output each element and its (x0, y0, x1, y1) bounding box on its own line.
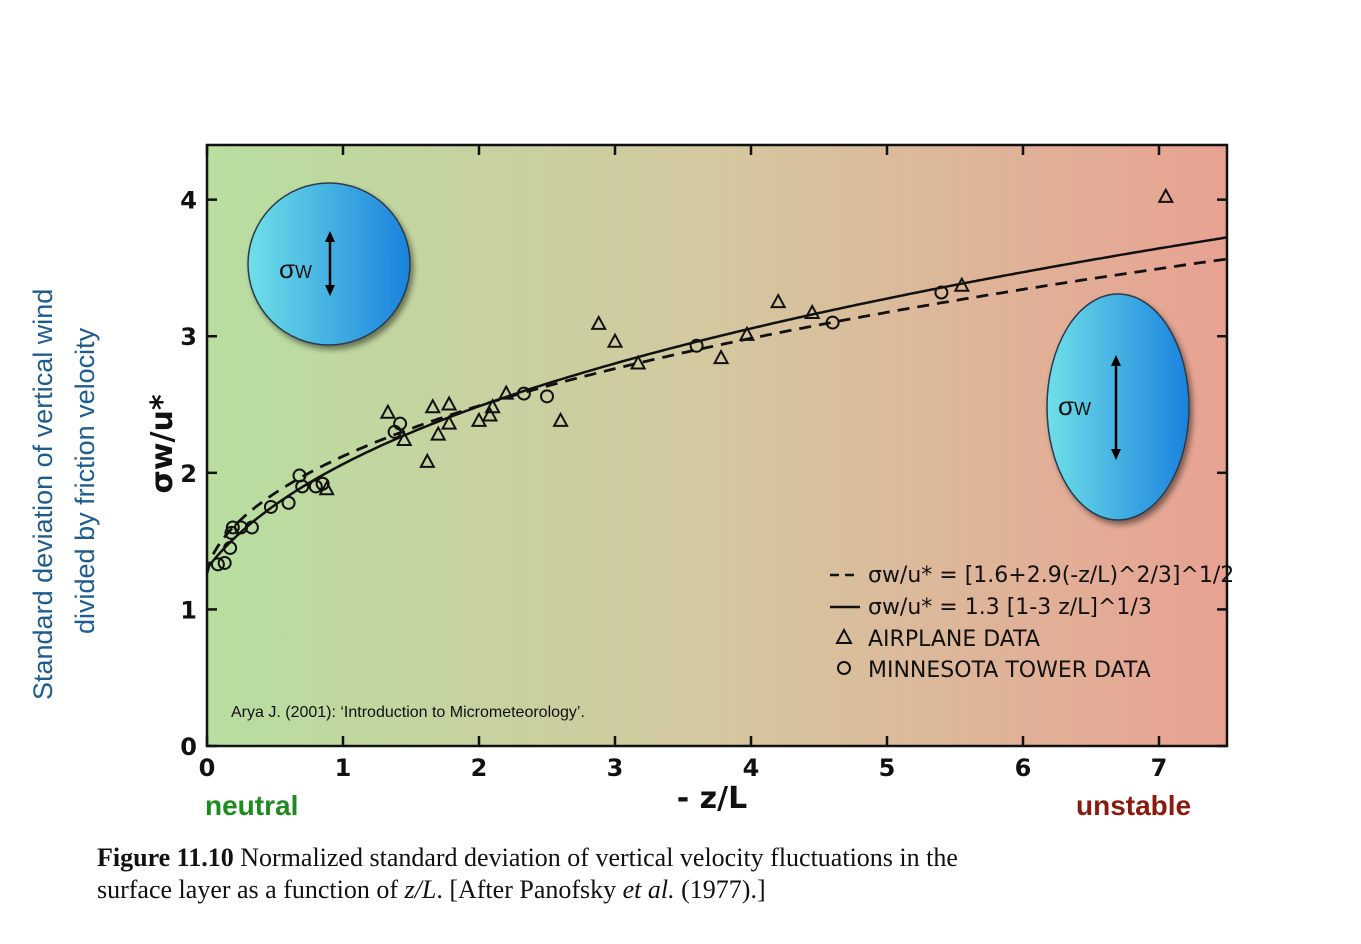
bubble-sigma: σ (1058, 391, 1074, 421)
bubble-sigma: σ (279, 254, 295, 284)
legend-text: AIRPLANE DATA (868, 627, 1040, 652)
arrow-head-down-icon (1111, 449, 1121, 460)
tower-data-point (225, 520, 240, 535)
airplane-data-point (804, 303, 821, 320)
x-tick-label: 3 (607, 754, 624, 782)
plot-frame (205, 143, 1229, 748)
airplane-data-point (606, 332, 624, 348)
y-tick-label: 0 (180, 733, 197, 761)
tower-data-point (308, 479, 323, 494)
tower-data-point (540, 389, 554, 404)
airplane-data-point (419, 452, 436, 468)
airplane-data-point (440, 395, 458, 411)
y-axis-label: σw/u* (145, 394, 180, 493)
x-axis-label: - z/L (677, 781, 747, 816)
tower-data-point (295, 479, 310, 494)
airplane-data-point (481, 406, 499, 422)
chart-axes: 0 1 2 3 4 5 6 7 0 1 2 3 4 (180, 143, 1229, 782)
tower-data-point (223, 540, 238, 555)
legend-text: σw/u* = 1.3 [1-3 z/L]^1/3 (868, 595, 1152, 620)
airplane-data-point (396, 430, 413, 447)
x-tick-label: 7 (1151, 754, 1168, 782)
regime-label-unstable: unstable (1076, 790, 1192, 821)
x-tick-label: 1 (335, 754, 352, 782)
tower-data-point (689, 338, 704, 353)
tower-data-point (263, 499, 278, 514)
airplane-data-point (770, 292, 787, 309)
tower-data-point (393, 416, 408, 431)
x-tick-label: 0 (199, 754, 216, 782)
caption-text-2b: . [After Panofsky (436, 875, 623, 904)
bubble-neutral: σW (247, 182, 411, 346)
x-tick-label: 4 (743, 754, 760, 782)
airplane-data-point (440, 414, 458, 430)
bubble-sigma-label: σW (279, 254, 312, 284)
tower-data-point (244, 520, 259, 535)
legend-triangle-marker (835, 627, 853, 644)
airplane-data-point (590, 314, 607, 330)
airplane-data-point (470, 411, 488, 427)
tower-data-point (234, 520, 248, 535)
caption-text-2a: surface layer as a function of (97, 875, 405, 904)
bubble-unstable: σW (1046, 293, 1190, 521)
arrow-head-up-icon (325, 231, 335, 242)
bubble-ellipse-shape (1046, 293, 1190, 521)
fit-curves (205, 236, 1228, 574)
caption-text-1: Normalized standard deviation of vertica… (240, 843, 958, 872)
airplane-data-point (430, 425, 447, 441)
tower-data-point (516, 386, 531, 401)
tower-data-point (210, 557, 225, 572)
figure-caption: Figure 11.10 Normalized standard deviati… (97, 842, 1297, 906)
data-markers (210, 187, 1174, 572)
solid-fit-line (206, 236, 1228, 570)
y-tick-label: 1 (180, 596, 197, 624)
arrow-head-up-icon (1111, 355, 1121, 366)
y-tick-label: 3 (180, 323, 197, 351)
tower-data-point (315, 476, 330, 491)
airplane-data-point (318, 480, 335, 496)
y-tick-label: 2 (180, 460, 197, 488)
airplane-data-point (738, 325, 756, 341)
arrow-head-down-icon (325, 285, 335, 296)
bubble-sigma-label: σW (1058, 391, 1091, 421)
airplane-data-point (712, 348, 730, 365)
legend-text: σw/u* = [1.6+2.9(-z/L)^2/3]^1/2 (868, 563, 1234, 588)
legend-text: MINNESOTA TOWER DATA (868, 658, 1151, 683)
side-label-line2: divided by friction velocity (70, 327, 100, 634)
airplane-data-point (1157, 187, 1174, 203)
caption-figure-number: Figure 11.10 (97, 843, 234, 872)
legend-circle-marker (837, 661, 851, 675)
citation: Arya J. (2001): ‘Introduction to Microme… (231, 704, 585, 721)
chart-legend: σw/u* = [1.6+2.9(-z/L)^2/3]^1/2 σw/u* = 1… (830, 563, 1234, 683)
side-label-svg: Standard deviation of vertical wind divi… (28, 289, 100, 700)
side-label-line1: Standard deviation of vertical wind (28, 289, 58, 700)
bubble-sigma-sub: W (1074, 399, 1091, 419)
regime-label-neutral: neutral (205, 790, 299, 821)
tower-data-point (281, 495, 296, 510)
airplane-data-point (552, 411, 569, 427)
x-tick-label: 6 (1015, 754, 1032, 782)
airplane-data-point (424, 398, 441, 414)
caption-text-2c: (1977).] (674, 875, 766, 904)
airplane-data-point (379, 403, 397, 419)
caption-etal: et al. (622, 875, 675, 904)
tower-data-point (934, 285, 949, 300)
bubble-sigma-sub: W (295, 262, 312, 282)
airplane-data-point (629, 354, 647, 370)
caption-line-1: Figure 11.10 Normalized standard deviati… (97, 842, 1297, 874)
x-tick-label: 5 (879, 754, 896, 782)
airplane-data-point (484, 398, 501, 414)
caption-variable: z/L (404, 875, 437, 904)
tower-data-point (217, 555, 232, 570)
y-tick-label: 4 (180, 187, 197, 215)
side-axis-description: Standard deviation of vertical wind divi… (8, 190, 108, 710)
x-tick-label: 2 (471, 754, 488, 782)
airplane-data-point (953, 276, 970, 292)
dashed-fit-line (205, 257, 1228, 574)
caption-line-2: surface layer as a function of z/L. [Aft… (97, 874, 1297, 906)
tower-data-point (825, 315, 840, 330)
airplane-data-point (498, 384, 515, 400)
